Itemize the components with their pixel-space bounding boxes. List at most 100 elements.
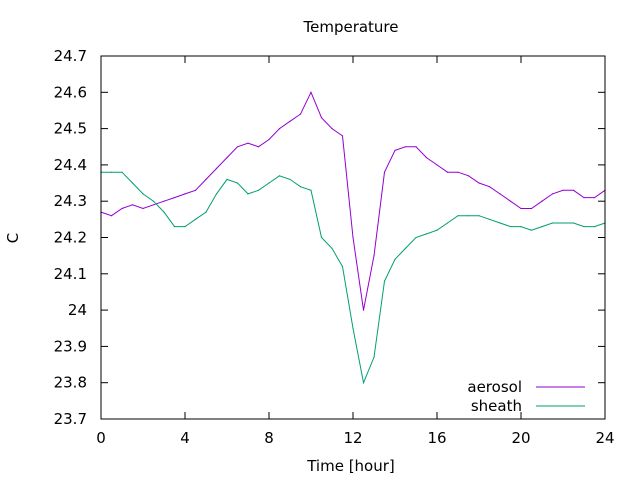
x-tick-label-0: 0: [96, 429, 106, 447]
x-tick-label-3: 12: [343, 429, 362, 447]
data-point-aerosol-21: [320, 117, 323, 119]
data-point-aerosol-4: [142, 207, 144, 210]
data-point-aerosol-14: [247, 142, 249, 144]
y-tick-label-7: 24.4: [54, 156, 87, 174]
data-point-sheath-36: [478, 215, 480, 217]
data-point-aerosol-39: [509, 200, 512, 202]
y-axis-label: C: [4, 233, 22, 243]
data-point-aerosol-16: [268, 138, 270, 141]
x-tick-label-1: 4: [180, 429, 190, 447]
y-tick-label-2: 23.9: [54, 337, 87, 355]
data-point-aerosol-22: [331, 128, 333, 130]
data-point-sheath-14: [247, 193, 249, 195]
data-point-aerosol-6: [163, 200, 165, 202]
data-point-aerosol-19: [299, 113, 302, 115]
data-point-sheath-37: [488, 218, 491, 220]
data-point-aerosol-17: [278, 128, 281, 130]
data-point-sheath-18: [289, 178, 291, 180]
data-point-aerosol-32: [436, 164, 438, 166]
y-axis: 23.7 23.8 23.9 24 24.1 24.2 24.3 24.4 24.5 24.6 24…: [54, 47, 605, 428]
data-point-sheath-13: [236, 182, 239, 184]
legend-label-aerosol: aerosol: [467, 378, 522, 396]
data-point-aerosol-9: [194, 189, 197, 191]
data-point-sheath-20: [310, 189, 312, 191]
data-point-aerosol-43: [551, 193, 554, 195]
data-point-sheath-10: [205, 211, 207, 213]
data-point-sheath-47: [593, 226, 596, 228]
data-point-sheath-39: [509, 226, 512, 228]
data-point-aerosol-7: [173, 197, 176, 199]
data-point-aerosol-13: [236, 146, 239, 148]
data-point-sheath-6: [163, 211, 165, 213]
data-point-sheath-12: [226, 178, 228, 180]
data-point-aerosol-3: [131, 204, 134, 206]
data-point-aerosol-44: [562, 189, 564, 191]
data-point-sheath-3: [131, 182, 134, 184]
x-tick-label-2: 8: [264, 429, 274, 447]
data-point-sheath-29: [404, 247, 407, 249]
data-point-sheath-11: [215, 193, 218, 195]
data-point-sheath-4: [142, 193, 144, 195]
legend: aerosol sheath: [467, 378, 585, 415]
plot-lines: [100, 91, 606, 385]
data-point-aerosol-37: [488, 186, 491, 188]
data-point-aerosol-5: [152, 204, 155, 206]
data-point-aerosol-47: [593, 197, 596, 199]
data-point-sheath-33: [446, 222, 449, 224]
y-tick-label-9: 24.6: [54, 83, 87, 101]
chart-title: Temperature: [302, 18, 398, 36]
data-point-aerosol-28: [394, 149, 396, 151]
data-point-aerosol-15: [257, 146, 260, 148]
legend-label-sheath: sheath: [471, 397, 522, 415]
x-tick-label-4: 16: [427, 429, 446, 447]
data-point-sheath-9: [194, 218, 197, 220]
data-point-sheath-40: [520, 226, 522, 228]
data-point-sheath-7: [173, 226, 176, 228]
data-point-sheath-44: [562, 222, 564, 224]
x-tick-label-6: 24: [595, 429, 614, 447]
data-point-sheath-17: [278, 175, 281, 177]
y-tick-label-0: 23.7: [54, 410, 87, 428]
y-tick-label-1: 23.8: [54, 374, 87, 392]
data-point-sheath-45: [572, 222, 575, 224]
data-point-aerosol-1: [110, 215, 113, 217]
x-axis: 0 4 8 12 16 20 24: [96, 56, 615, 447]
data-point-aerosol-10: [205, 178, 207, 180]
data-point-sheath-31: [425, 233, 428, 235]
data-point-sheath-42: [541, 226, 543, 228]
data-point-aerosol-30: [415, 146, 417, 148]
data-point-sheath-41: [530, 229, 533, 231]
data-point-aerosol-38: [499, 193, 501, 195]
y-tick-label-6: 24.3: [54, 192, 87, 210]
data-point-aerosol-25: [362, 309, 365, 311]
data-point-sheath-24: [352, 327, 354, 329]
data-point-sheath-8: [184, 226, 186, 228]
data-point-sheath-28: [394, 258, 396, 260]
data-point-aerosol-26: [373, 255, 375, 257]
data-point-aerosol-11: [215, 167, 218, 170]
y-tick-label-8: 24.5: [54, 120, 87, 138]
data-point-sheath-2: [121, 171, 123, 173]
data-point-sheath-38: [499, 222, 501, 224]
data-point-aerosol-35: [467, 175, 470, 177]
data-point-aerosol-20: [310, 91, 312, 93]
data-point-aerosol-33: [446, 171, 449, 173]
data-point-sheath-27: [383, 280, 386, 282]
data-point-sheath-34: [457, 215, 459, 217]
data-point-sheath-32: [436, 229, 438, 231]
y-tick-label-10: 24.7: [54, 47, 87, 65]
data-point-aerosol-46: [583, 197, 585, 199]
x-tick-label-5: 20: [511, 429, 530, 447]
data-point-sheath-16: [268, 182, 270, 184]
y-tick-label-3: 24: [68, 301, 87, 319]
data-point-aerosol-23: [341, 135, 344, 137]
data-point-sheath-5: [152, 200, 155, 202]
data-point-aerosol-42: [541, 200, 543, 202]
data-point-sheath-30: [415, 236, 417, 239]
data-point-aerosol-36: [478, 182, 480, 184]
data-point-aerosol-31: [425, 157, 428, 159]
data-point-sheath-21: [320, 236, 323, 239]
x-axis-label: Time [hour]: [306, 457, 395, 475]
